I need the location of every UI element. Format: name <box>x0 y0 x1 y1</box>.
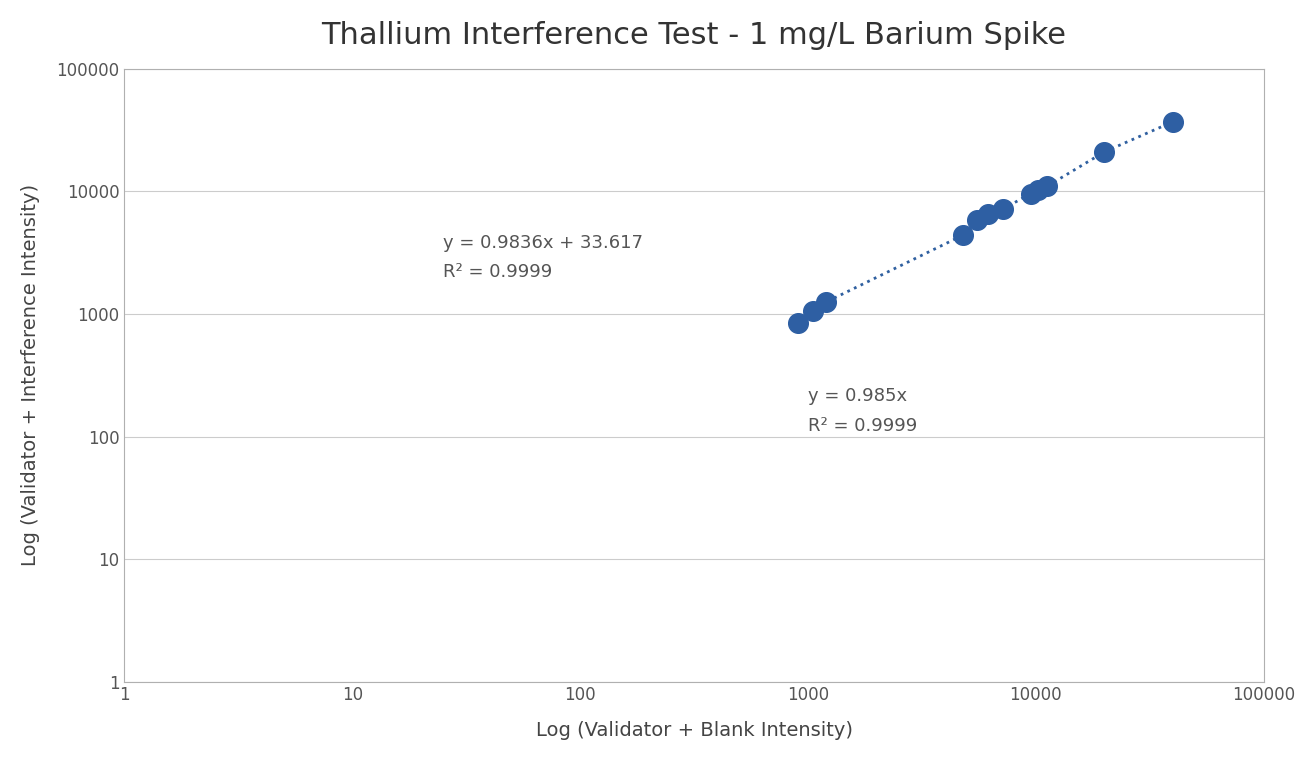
Point <box>803 305 824 317</box>
Point <box>978 208 999 220</box>
Point <box>992 202 1013 215</box>
X-axis label: Log (Validator + Blank Intensity): Log (Validator + Blank Intensity) <box>536 721 853 740</box>
Point <box>787 317 808 329</box>
Point <box>953 229 974 241</box>
Text: y = 0.9836x + 33.617
R² = 0.9999: y = 0.9836x + 33.617 R² = 0.9999 <box>443 234 644 282</box>
Point <box>1020 187 1041 199</box>
Text: y = 0.985x
R² = 0.9999: y = 0.985x R² = 0.9999 <box>808 387 917 435</box>
Point <box>1094 146 1115 158</box>
Point <box>816 296 837 308</box>
Y-axis label: Log (Validator + Interference Intensity): Log (Validator + Interference Intensity) <box>21 184 39 566</box>
Point <box>966 215 987 227</box>
Point <box>1162 116 1183 128</box>
Point <box>1037 180 1058 193</box>
Title: Thallium Interference Test - 1 mg/L Barium Spike: Thallium Interference Test - 1 mg/L Bari… <box>321 21 1066 49</box>
Point <box>1028 184 1049 196</box>
